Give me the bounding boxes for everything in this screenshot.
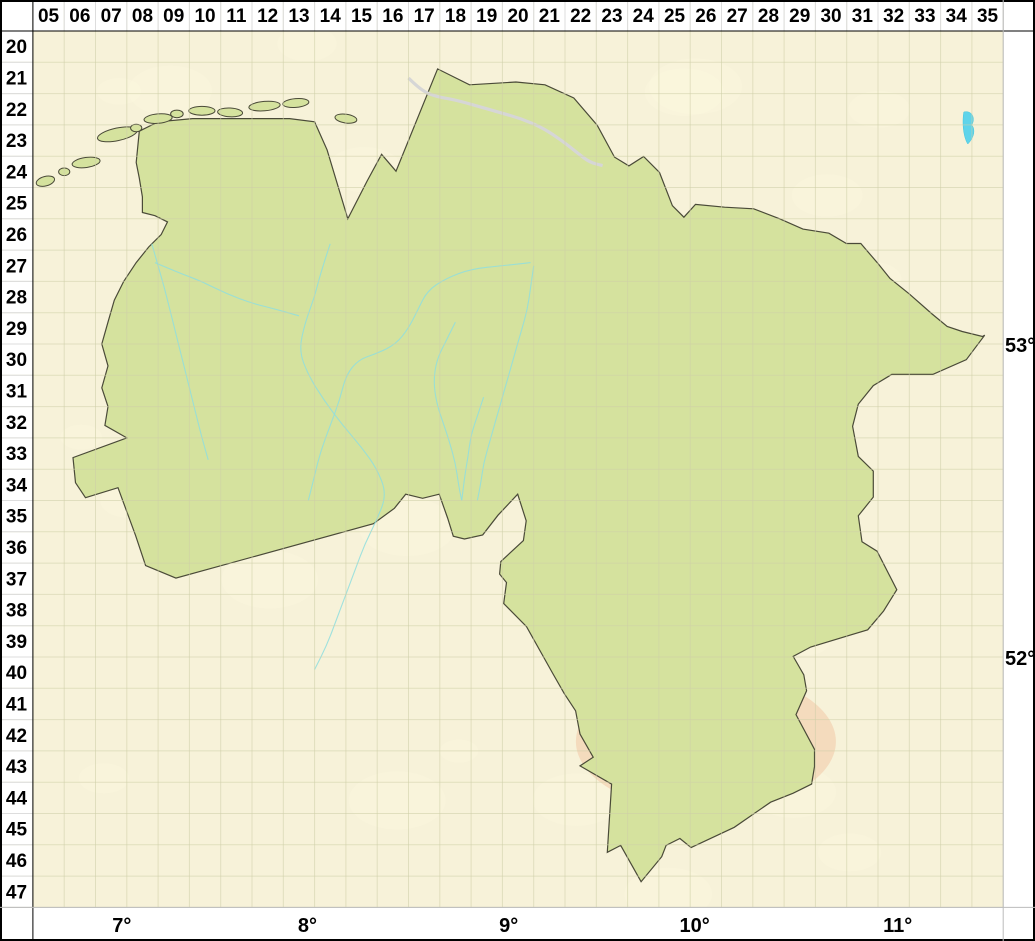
svg-text:20: 20 [507,6,528,27]
svg-text:11: 11 [226,6,247,27]
svg-text:33: 33 [6,444,27,465]
svg-text:37: 37 [6,569,27,590]
svg-text:7°: 7° [112,915,131,937]
svg-text:53°: 53° [1005,335,1035,357]
svg-text:9°: 9° [499,915,518,937]
svg-text:31: 31 [852,6,874,27]
svg-text:17: 17 [414,6,435,27]
svg-text:21: 21 [6,68,28,89]
svg-text:12: 12 [257,6,278,27]
svg-text:19: 19 [476,6,497,27]
svg-text:29: 29 [789,6,810,27]
svg-text:34: 34 [946,6,968,27]
svg-text:52°: 52° [1005,648,1035,670]
svg-text:11°: 11° [883,915,912,937]
svg-text:13: 13 [288,6,309,27]
svg-text:47: 47 [6,882,27,903]
svg-text:09: 09 [163,6,184,27]
svg-text:23: 23 [6,131,27,152]
svg-text:28: 28 [758,6,779,27]
svg-text:38: 38 [6,601,27,622]
svg-text:26: 26 [695,6,716,27]
svg-text:24: 24 [6,162,28,183]
svg-text:15: 15 [351,6,373,27]
svg-text:27: 27 [6,256,27,277]
svg-text:34: 34 [6,475,28,496]
svg-text:21: 21 [539,6,561,27]
svg-text:32: 32 [6,413,27,434]
svg-text:20: 20 [6,37,27,58]
svg-text:10: 10 [194,6,215,27]
svg-text:29: 29 [6,319,27,340]
svg-text:08: 08 [132,6,153,27]
svg-text:25: 25 [664,6,686,27]
svg-text:24: 24 [633,6,655,27]
svg-text:45: 45 [6,820,28,841]
svg-text:30: 30 [6,350,27,371]
svg-text:22: 22 [6,100,27,121]
svg-text:35: 35 [6,507,28,528]
svg-text:28: 28 [6,288,27,309]
svg-text:8°: 8° [298,915,317,937]
svg-text:18: 18 [445,6,466,27]
svg-text:05: 05 [38,6,60,27]
svg-text:07: 07 [101,6,122,27]
svg-text:40: 40 [6,663,27,684]
svg-text:31: 31 [6,381,28,402]
svg-text:36: 36 [6,538,27,559]
svg-text:43: 43 [6,757,27,778]
svg-text:33: 33 [914,6,935,27]
svg-text:35: 35 [977,6,999,27]
svg-text:27: 27 [727,6,748,27]
svg-text:14: 14 [320,6,342,27]
svg-text:30: 30 [820,6,841,27]
svg-text:42: 42 [6,726,27,747]
svg-text:39: 39 [6,632,27,653]
svg-text:25: 25 [6,194,28,215]
svg-text:06: 06 [69,6,90,27]
svg-text:46: 46 [6,851,27,872]
svg-text:10°: 10° [679,915,709,937]
svg-text:32: 32 [883,6,904,27]
svg-text:26: 26 [6,225,27,246]
svg-text:23: 23 [601,6,622,27]
svg-text:16: 16 [382,6,403,27]
svg-text:41: 41 [6,694,28,715]
svg-text:44: 44 [6,788,28,809]
svg-text:22: 22 [570,6,591,27]
